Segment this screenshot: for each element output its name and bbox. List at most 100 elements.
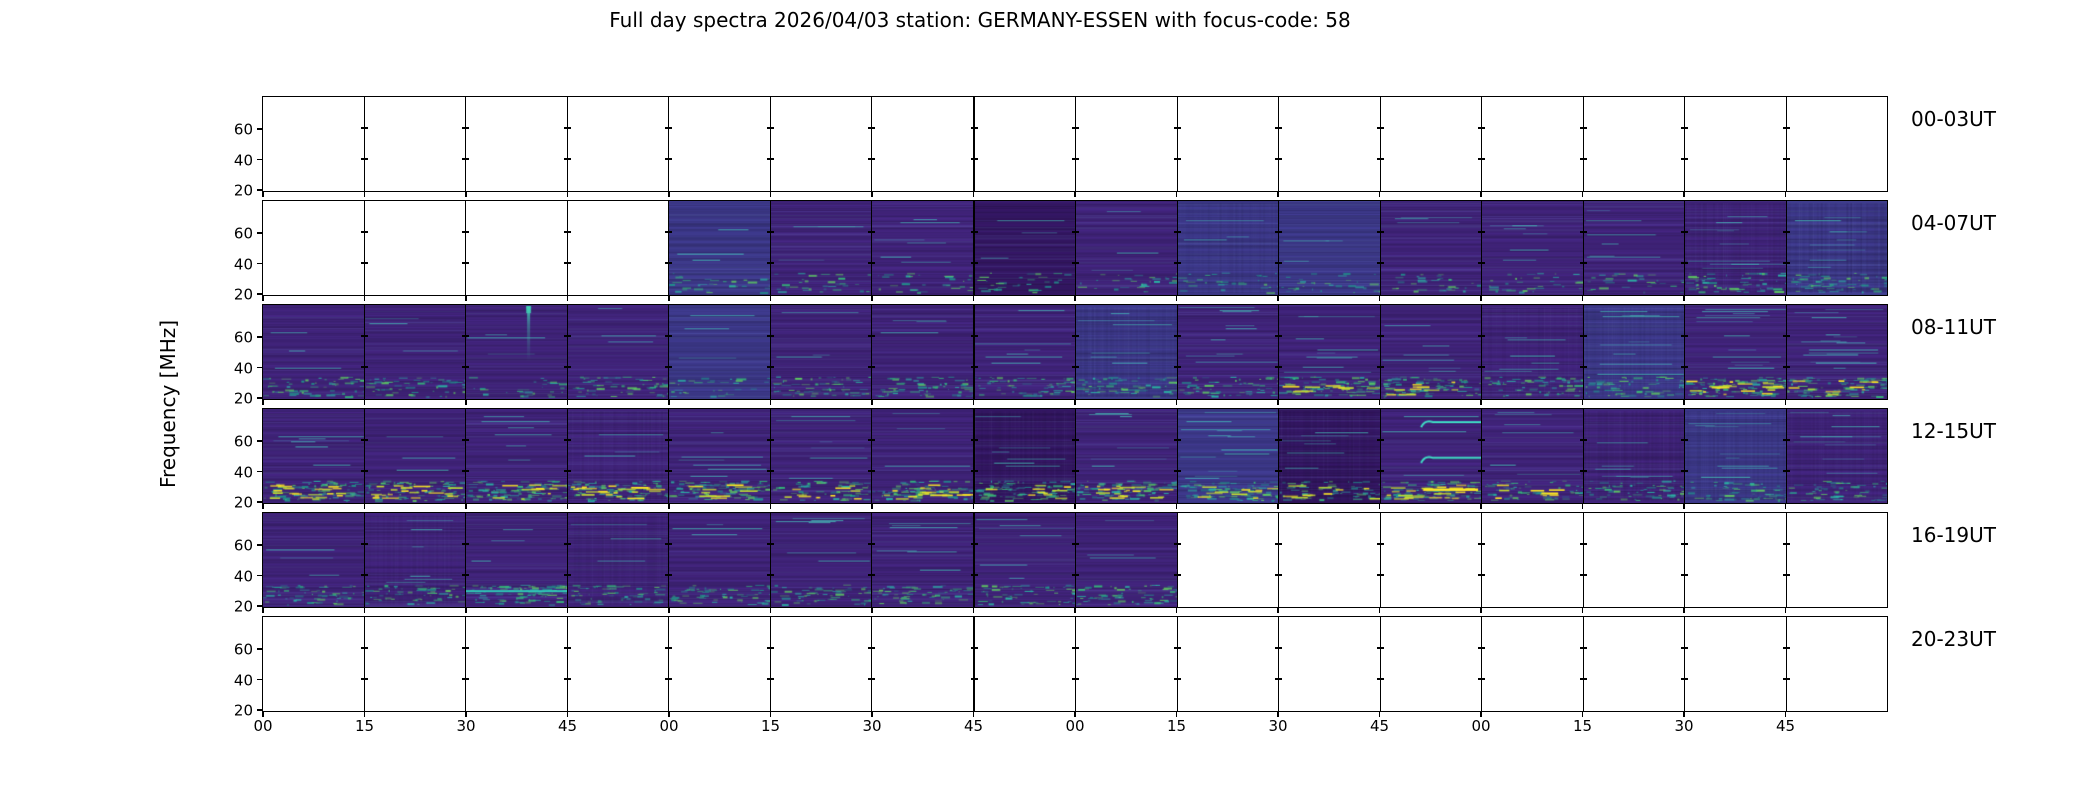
segment-ytick-mark	[868, 231, 875, 234]
segment-ytick-mark	[1782, 439, 1790, 442]
empty-segment	[1782, 97, 1887, 191]
segment-ytick-mark	[1376, 335, 1384, 338]
segment-ytick-mark	[1478, 366, 1485, 369]
segment-ytick-mark	[1782, 127, 1790, 130]
spectrogram-canvas	[1786, 305, 1887, 399]
y-tick-mark	[257, 189, 263, 191]
spectrogram-canvas	[974, 305, 1075, 399]
empty-segment	[970, 97, 1075, 191]
segment-ytick-mark	[1478, 231, 1485, 234]
x-tick-mark	[1683, 400, 1685, 405]
segment-ytick-mark	[1681, 470, 1688, 473]
x-tick-label: 15	[760, 717, 781, 735]
x-tick-mark	[871, 192, 873, 197]
segment-ytick-mark	[970, 678, 978, 681]
spectrogram-canvas	[1076, 513, 1177, 607]
spectrogram-segment	[1072, 305, 1177, 399]
spectrogram-segment	[1275, 305, 1380, 399]
x-tick-mark	[363, 400, 366, 405]
empty-segment	[1173, 513, 1278, 607]
x-tick-label: 00	[1065, 717, 1085, 735]
segment-ytick-mark	[1681, 366, 1688, 369]
segment-ytick-mark	[1376, 158, 1384, 161]
empty-segment	[360, 97, 465, 191]
segment-ytick-mark	[1275, 158, 1282, 161]
segment-ytick-mark	[1173, 231, 1181, 234]
x-tick-mark	[465, 504, 467, 509]
spectrogram-segment	[1782, 201, 1887, 295]
empty-segment	[462, 201, 567, 295]
spectrogram-canvas	[974, 201, 1075, 295]
segment-ytick-mark	[563, 366, 571, 369]
segment-ytick-mark	[1376, 366, 1384, 369]
segment-ytick-mark	[665, 439, 672, 442]
x-tick-label: 45	[557, 717, 578, 735]
segment-ytick-mark	[1782, 366, 1790, 369]
segment-ytick-mark	[665, 678, 672, 681]
segment-ytick-mark	[1275, 678, 1282, 681]
x-tick-label: 15	[1572, 717, 1593, 735]
segment-ytick-mark	[563, 543, 571, 546]
segment-ytick-mark	[1072, 543, 1079, 546]
segment-ytick-mark	[970, 543, 978, 546]
y-tick-mark	[257, 678, 263, 681]
y-tick-label: 20	[233, 181, 253, 200]
x-tick-mark	[972, 712, 975, 717]
spectrogram-canvas	[974, 513, 1075, 607]
x-tick-mark	[1784, 608, 1787, 613]
empty-segment	[360, 201, 465, 295]
x-tick-mark	[668, 504, 670, 509]
x-tick-mark	[1175, 608, 1178, 613]
segment-ytick-mark	[1579, 470, 1587, 473]
segment-ytick-mark	[563, 439, 571, 442]
y-tick-label: 60	[233, 536, 253, 555]
spectrogram-segment	[766, 409, 871, 503]
spectrogram-segment	[462, 409, 567, 503]
segment-ytick-mark	[1275, 262, 1282, 265]
spectrogram-canvas	[1076, 409, 1177, 503]
spectrogram-canvas	[1583, 409, 1684, 503]
segment-ytick-mark	[1579, 335, 1587, 338]
y-tick-mark	[257, 544, 263, 546]
x-tick-mark	[566, 504, 569, 509]
segment-ytick-mark	[1579, 678, 1587, 681]
segment-ytick-mark	[766, 231, 774, 234]
x-tick-label: 30	[862, 717, 882, 735]
spectrogram-canvas	[1177, 409, 1278, 503]
panel-time-label: 12-15UT	[1911, 419, 1996, 443]
x-tick-mark	[769, 712, 772, 717]
segment-ytick-mark	[665, 366, 672, 369]
segment-ytick-mark	[766, 574, 774, 577]
segment-ytick-mark	[1173, 678, 1181, 681]
segment-ytick-mark	[1275, 366, 1282, 369]
segment-ytick-mark	[766, 366, 774, 369]
spectrogram-segment	[970, 513, 1075, 607]
spectrogram-segment	[1782, 305, 1887, 399]
segment-ytick-mark	[1275, 470, 1282, 473]
x-tick-mark	[1175, 296, 1178, 301]
segment-ytick-mark	[462, 543, 469, 546]
x-tick-mark	[668, 296, 670, 301]
segment-ytick-mark	[462, 335, 469, 338]
y-tick-label: 40	[233, 359, 253, 378]
x-tick-mark	[1277, 192, 1279, 197]
segment-ytick-mark	[868, 439, 875, 442]
empty-segment	[970, 617, 1075, 711]
spectrogram-canvas	[364, 409, 465, 503]
spectrogram-segment	[1478, 409, 1583, 503]
x-tick-mark	[262, 400, 264, 405]
spectrogram-segment	[766, 305, 871, 399]
segment-ytick-mark	[1681, 543, 1688, 546]
spectrogram-segment	[868, 513, 973, 607]
y-tick-label: 40	[233, 567, 253, 586]
spectrogram-canvas	[669, 513, 770, 607]
spectrogram-canvas	[669, 201, 770, 295]
empty-segment	[1376, 617, 1481, 711]
spectrogram-segment	[1275, 409, 1380, 503]
segment-ytick-mark	[563, 127, 571, 130]
spectrogram-canvas	[1380, 201, 1481, 295]
x-tick-label: 00	[253, 717, 273, 735]
spectrogram-canvas	[770, 513, 871, 607]
segment-ytick-mark	[1681, 231, 1688, 234]
segment-ytick-mark	[1072, 335, 1079, 338]
